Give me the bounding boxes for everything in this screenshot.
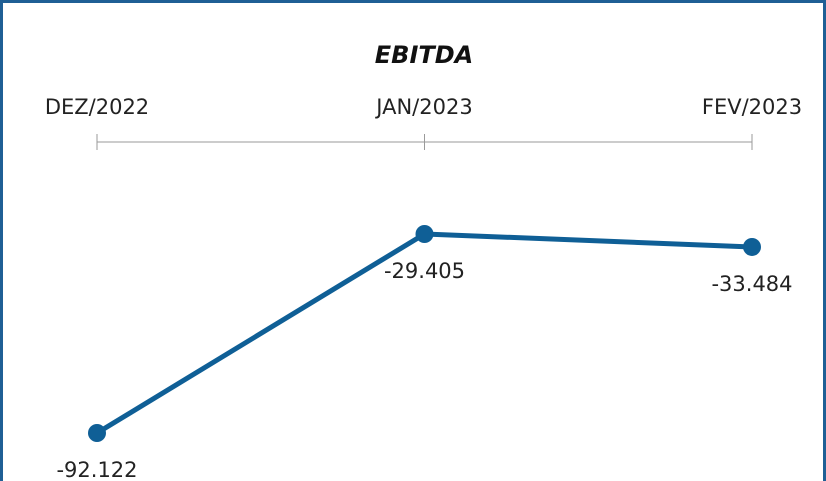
x-tick-label-1: DEZ/2022 [45, 95, 149, 119]
data-point-1 [88, 424, 106, 442]
chart-title: EBITDA [375, 41, 473, 69]
x-tick-label-2: JAN/2023 [374, 95, 472, 119]
data-label-1: -92.122 [56, 458, 137, 481]
x-axis-ticks [96, 134, 753, 150]
data-point-3 [743, 237, 761, 256]
data-point-2 [415, 225, 434, 243]
x-tick-label-3: FEV/2023 [702, 95, 802, 119]
data-label-2: -29.405 [384, 259, 465, 283]
x-axis-tick-labels: DEZ/2022 JAN/2023 FEV/2023 [45, 95, 802, 119]
series-points [88, 225, 761, 442]
series-data-labels: -92.122 -29.405 -33.484 [56, 259, 792, 481]
data-label-3: -33.484 [711, 272, 792, 296]
